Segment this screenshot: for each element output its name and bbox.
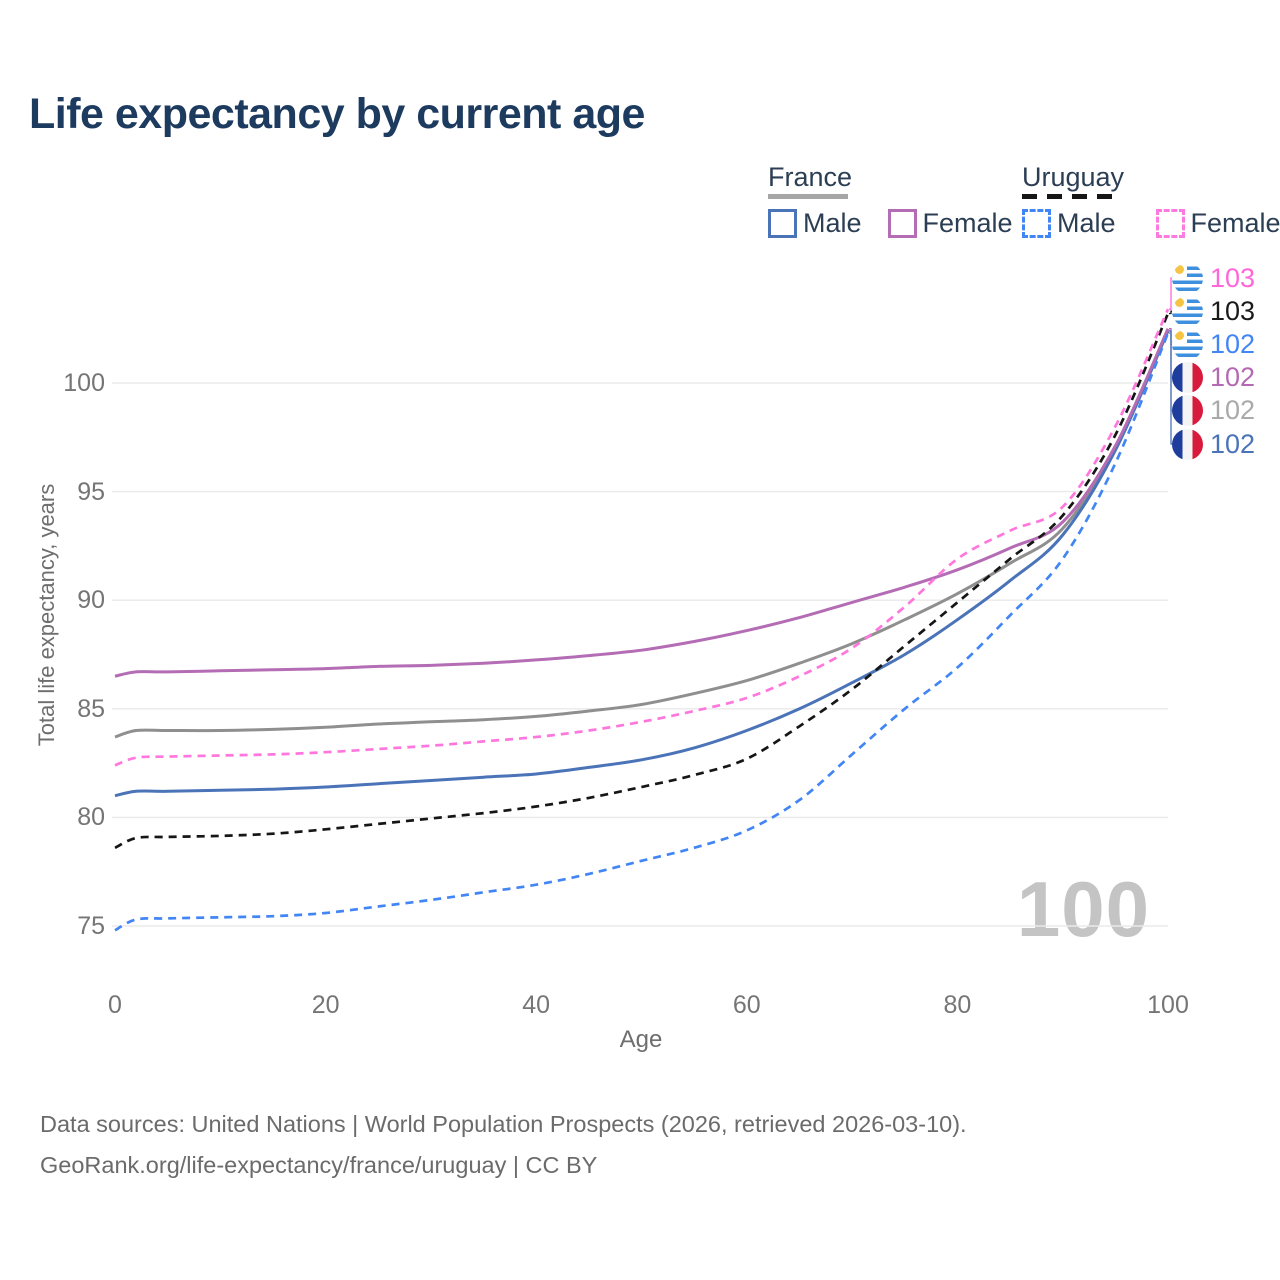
legend-item-uruguay-male: Male	[1022, 208, 1116, 239]
france-line-sample	[768, 194, 848, 199]
x-tick-label-40: 40	[522, 991, 551, 1019]
uruguay-flag-icon	[1172, 328, 1203, 360]
series-line-uruguay-both-sexes[interactable]	[114, 312, 1170, 850]
x-tick-label-80: 80	[943, 991, 972, 1019]
france-flag-icon	[1172, 395, 1203, 427]
legend-item-uruguay-female: Female	[1155, 208, 1280, 239]
uruguay-flag-icon	[1172, 262, 1203, 294]
series-line-uruguay-male[interactable]	[114, 332, 1170, 932]
series-line-france-female[interactable]	[114, 328, 1170, 678]
france-male-swatch-icon	[768, 209, 797, 238]
france-flag-icon	[1172, 362, 1203, 394]
legend-group-france: France Male Female	[768, 162, 1013, 239]
uruguay-line-sample	[1022, 194, 1120, 199]
legend-item-label: Male	[1057, 208, 1116, 238]
end-label-value: 103	[1210, 295, 1256, 326]
series-line-uruguay-female[interactable]	[114, 308, 1170, 767]
end-label-france-female: 102	[1172, 362, 1256, 394]
attribution-line: GeoRank.org/life-expectancy/france/urugu…	[40, 1152, 598, 1178]
x-tick-label-100: 100	[1147, 991, 1189, 1019]
end-label-uruguay-both-sexes: 103	[1172, 295, 1256, 327]
legend-group-uruguay: Uruguay Male Female	[1022, 162, 1280, 239]
end-label-value: 102	[1210, 395, 1256, 426]
series-line-france-both-sexes[interactable]	[114, 330, 1170, 739]
legend-row-uruguay: Male Female	[1022, 208, 1280, 239]
france-female-swatch-icon	[887, 209, 917, 238]
legend-item-label: Male	[803, 208, 862, 238]
x-axis-title: Age	[619, 1026, 663, 1053]
x-tick-label-60: 60	[732, 991, 761, 1019]
end-label-france-both-sexes: 102	[1172, 395, 1256, 427]
y-tick-label-90: 90	[77, 586, 105, 615]
y-tick-label-75: 75	[77, 912, 105, 940]
france-flag-icon	[1172, 428, 1203, 460]
end-label-uruguay-female: 103	[1172, 262, 1256, 294]
legend-item-france-female: Female	[887, 208, 1013, 239]
uruguay-male-swatch-icon	[1022, 209, 1051, 238]
legend-row-france: Male Female	[768, 208, 1013, 239]
y-tick-label-100: 100	[63, 369, 105, 397]
legend-country-label-france: France	[768, 162, 853, 192]
end-label-value: 102	[1210, 362, 1256, 393]
legend-item-label: Female	[922, 208, 1013, 238]
page-title: Life expectancy by current age	[29, 90, 645, 138]
y-tick-label-95: 95	[77, 477, 105, 506]
legend-item-france-male: Male	[768, 208, 862, 239]
age-indicator-watermark: 100	[1016, 865, 1150, 953]
end-label-uruguay-male: 102	[1172, 328, 1256, 360]
legend-item-label: Female	[1190, 208, 1280, 238]
end-label-france-male: 102	[1172, 428, 1256, 460]
end-label-value: 102	[1210, 428, 1256, 459]
footer: Data sources: United Nations | World Pop…	[40, 1104, 967, 1186]
end-label-value: 103	[1210, 262, 1256, 293]
uruguay-female-swatch-icon	[1155, 209, 1185, 238]
end-label-value: 102	[1210, 328, 1256, 359]
y-tick-label-80: 80	[77, 803, 105, 832]
uruguay-flag-icon	[1172, 295, 1203, 327]
data-sources-line: Data sources: United Nations | World Pop…	[40, 1111, 967, 1137]
series-line-france-male[interactable]	[114, 330, 1170, 798]
legend-country-label-uruguay: Uruguay	[1022, 162, 1125, 192]
x-tick-label-0: 0	[108, 991, 122, 1019]
x-tick-label-20: 20	[311, 991, 340, 1019]
y-tick-label-85: 85	[77, 694, 105, 723]
